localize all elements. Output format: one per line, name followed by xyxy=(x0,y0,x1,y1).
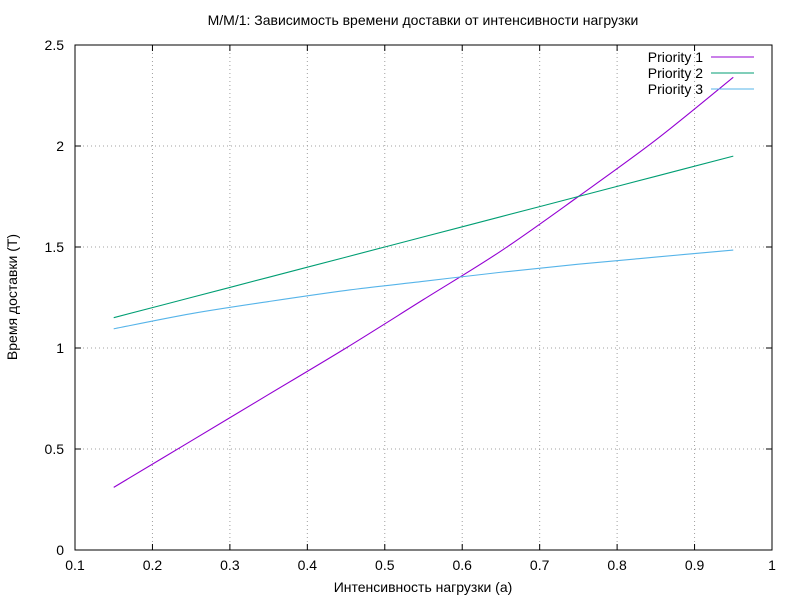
x-tick-labels: 0.1 0.2 0.3 0.4 0.5 0.6 0.7 0.8 0.9 1 xyxy=(65,557,776,573)
y-tick-label: 1 xyxy=(56,340,64,356)
y-tick-label: 2 xyxy=(56,138,64,154)
legend-label: Priority 2 xyxy=(648,65,703,81)
x-tick-label: 0.7 xyxy=(530,557,550,573)
y-tick-label: 0.5 xyxy=(45,441,65,457)
x-tick-label: 0.5 xyxy=(375,557,395,573)
x-tick-label: 0.3 xyxy=(220,557,240,573)
x-tick-label: 0.8 xyxy=(607,557,627,573)
y-tick-labels: 0 0.5 1 1.5 2 2.5 xyxy=(45,37,65,558)
series-line-priority-2 xyxy=(113,155,734,319)
grid xyxy=(75,45,772,550)
y-tick-label: 1.5 xyxy=(45,239,65,255)
legend-label: Priority 3 xyxy=(648,81,703,97)
x-tick-label: 0.1 xyxy=(65,557,85,573)
x-tick-label: 0.6 xyxy=(452,557,472,573)
series-line-priority-1 xyxy=(113,76,734,488)
y-tick-label: 0 xyxy=(56,542,64,558)
x-tick-label: 0.9 xyxy=(685,557,705,573)
series-lines xyxy=(113,76,734,488)
plot-frame xyxy=(74,44,773,551)
y-tick-label: 2.5 xyxy=(45,37,65,53)
x-tick-label: 0.2 xyxy=(143,557,163,573)
x-tick-label: 0.4 xyxy=(298,557,318,573)
series-line-priority-3 xyxy=(113,249,734,330)
legend-label: Priority 1 xyxy=(648,49,703,65)
x-axis-title: Интенсивность нагрузки (a) xyxy=(334,579,513,595)
tick-marks xyxy=(74,44,773,551)
y-axis-title: Время доставки (T) xyxy=(4,234,20,360)
x-tick-label: 1 xyxy=(768,557,776,573)
chart-title: M/M/1: Зависимость времени доставки от и… xyxy=(208,12,639,28)
